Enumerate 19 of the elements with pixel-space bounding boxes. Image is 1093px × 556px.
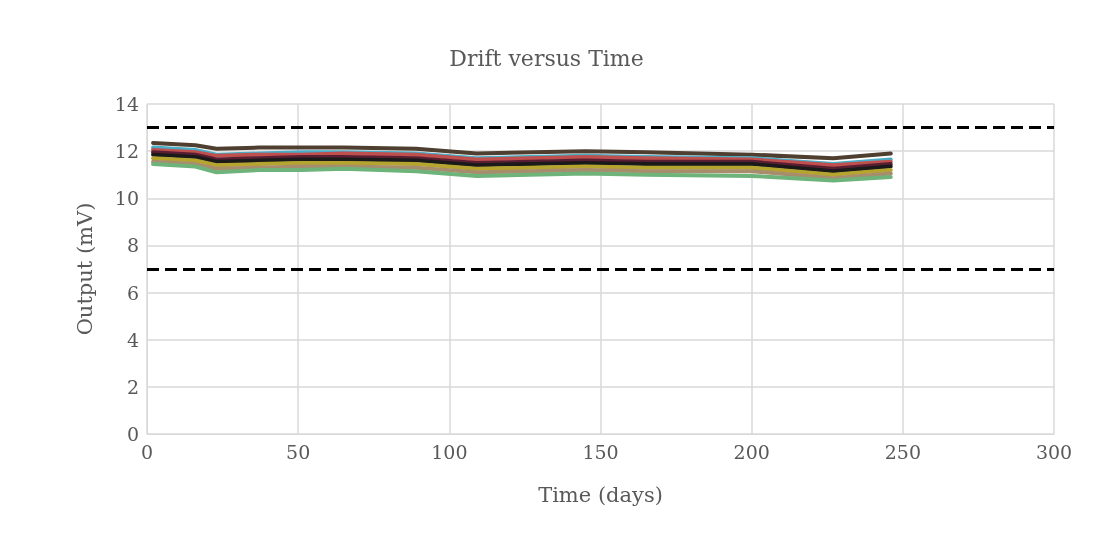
y-tick-label: 8 <box>126 234 139 257</box>
x-tick-label: 200 <box>733 440 770 463</box>
y-tick-label: 12 <box>114 140 139 163</box>
y-tick-label: 10 <box>114 187 139 210</box>
line-series <box>151 140 893 161</box>
x-tick-label: 50 <box>286 440 311 463</box>
x-tick-label: 250 <box>884 440 921 463</box>
chart-title: Drift versus Time <box>449 45 644 71</box>
y-tick-label: 6 <box>126 281 139 304</box>
y-tick-label: 0 <box>126 423 139 445</box>
x-tick-label: 100 <box>431 440 468 463</box>
y-tick-label: 2 <box>126 375 139 398</box>
x-tick-label: 300 <box>1035 440 1073 463</box>
x-axis-title: Time (days) <box>538 482 663 507</box>
y-tick-label: 4 <box>126 328 139 351</box>
y-tick-label: 14 <box>114 93 139 115</box>
x-tick-label: 0 <box>140 440 154 463</box>
x-tick-label: 150 <box>582 440 619 463</box>
y-axis-title: Output (mV) <box>72 202 97 336</box>
